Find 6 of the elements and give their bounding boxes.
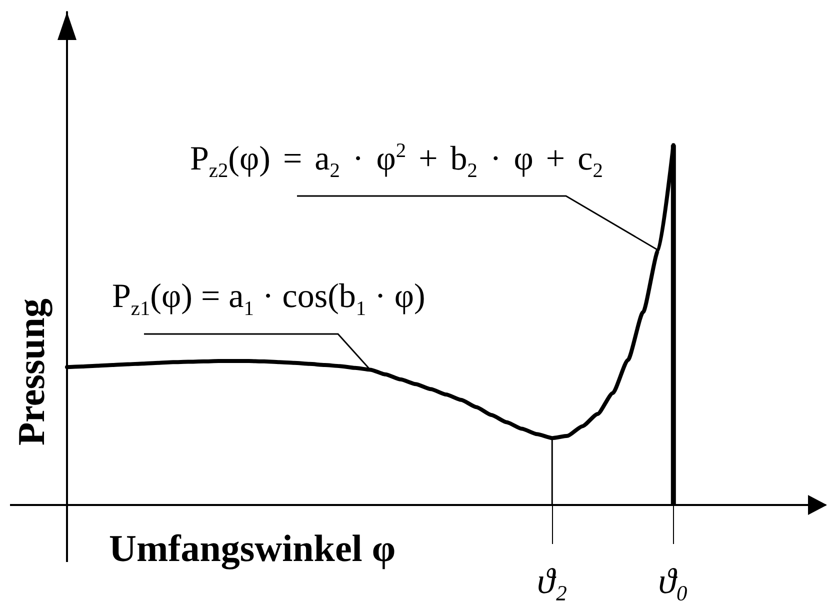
x-tick-label: ϑ₂: [537, 561, 568, 601]
annotation: P$_{z1}$(φ) = a$_{1}$ · cos(b$_{1}$ · φ): [112, 278, 426, 320]
x-axis-title: Umfangswinkel φ: [109, 528, 396, 570]
y-axis-title: Pressung: [11, 298, 53, 446]
x-tick-label: ϑ₀: [658, 561, 688, 601]
text: P$_{z2}$(φ) = a$_{2}$ · φ$^{2}$ + b$_{2}$ · φ + c$_{2}$: [190, 140, 603, 182]
